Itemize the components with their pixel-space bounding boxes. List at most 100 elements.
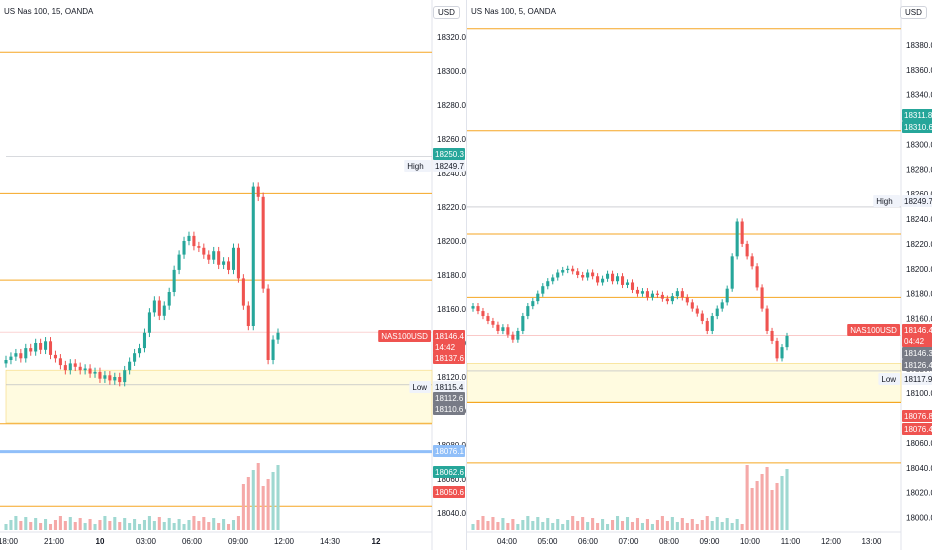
candle-body — [246, 305, 250, 326]
volume-bar — [685, 523, 689, 530]
price-tag-value: 18311.8 — [904, 111, 932, 120]
y-tick-label: 18300.0 — [437, 67, 466, 76]
volume-bar — [785, 469, 789, 530]
price-tag-bg — [433, 403, 465, 415]
candle-body — [596, 276, 600, 283]
candle-body — [222, 261, 226, 265]
x-tick-label: 04:00 — [497, 537, 518, 546]
volume-bar — [571, 516, 575, 530]
volume-bar — [526, 516, 530, 530]
x-tick-label: 12 — [372, 537, 381, 546]
volume-bar — [496, 522, 500, 530]
volume-bar — [44, 519, 48, 530]
price-tag-bg — [902, 324, 932, 336]
candle-body — [785, 335, 789, 348]
price-tag-bg — [902, 347, 932, 359]
volume-bar — [705, 516, 709, 530]
volume-bar — [780, 476, 784, 530]
price-tag-label: Low — [412, 383, 427, 392]
candle-body — [655, 293, 659, 295]
y-tick-label: 18240.0 — [906, 215, 932, 224]
y-tick-label: 18280.0 — [437, 101, 466, 110]
candle-body — [710, 316, 714, 331]
volume-bar — [695, 524, 699, 530]
currency-label[interactable]: USD — [900, 6, 927, 19]
price-tag-label: Low — [881, 375, 896, 384]
price-tag-value: 18076.4 — [904, 425, 932, 434]
candle-body — [615, 276, 620, 282]
y-tick-label: 18020.0 — [906, 489, 932, 498]
volume-bar — [39, 523, 43, 530]
price-tag-label: High — [407, 162, 423, 171]
price-tag-value: 18076.1 — [435, 447, 464, 456]
candle-body — [9, 356, 13, 360]
chart-pane-15m[interactable]: US Nas 100, 15, OANDA USD 18040.0 18060.0… — [0, 0, 466, 550]
candle-body — [142, 332, 147, 349]
volume-bar — [103, 516, 107, 530]
candle-body — [561, 270, 565, 273]
volume-bar — [261, 486, 265, 530]
candle-body — [625, 282, 630, 285]
y-tick-label: 18260.0 — [906, 190, 932, 199]
volume-bar — [217, 523, 221, 530]
volume-bar — [123, 518, 127, 530]
candle-body — [256, 186, 260, 197]
price-tag-value: 18112.6 — [435, 394, 464, 403]
chart-canvas[interactable]: 18040.018060.018080.018100.018120.018140… — [0, 0, 466, 550]
candle-body — [680, 291, 684, 298]
volume-bar — [531, 521, 535, 530]
currency-label[interactable]: USD — [433, 6, 460, 19]
candle-body — [591, 272, 595, 277]
x-tick-label: 05:00 — [537, 537, 558, 546]
chart-canvas[interactable]: 18000.018020.018040.018060.018080.018100… — [466, 0, 932, 550]
volume-bar — [162, 522, 166, 530]
candle-body — [162, 305, 166, 316]
volume-bar — [471, 524, 475, 530]
price-tag-label-bg — [404, 160, 431, 172]
candle-body — [630, 282, 635, 290]
volume-bar — [19, 521, 23, 530]
candle-body — [546, 281, 550, 287]
demand-zone — [5, 369, 433, 424]
price-tag-value: 18062.6 — [435, 468, 464, 477]
volume-bar — [586, 522, 590, 530]
candle-body — [735, 221, 739, 257]
volume-bar — [108, 521, 112, 530]
x-tick-label: 21:00 — [44, 537, 65, 546]
volume-bar — [581, 517, 585, 530]
volume-bar — [78, 518, 82, 530]
volume-bar — [501, 518, 505, 530]
volume-bar — [88, 519, 92, 530]
volume-bar — [142, 520, 147, 530]
candle-body — [137, 348, 142, 354]
candle-body — [63, 365, 67, 371]
volume-bar — [271, 472, 275, 530]
candle-body — [675, 291, 679, 297]
y-tick-label: 18040.0 — [437, 509, 466, 518]
price-tag-bg — [433, 445, 465, 457]
volume-bar — [635, 518, 640, 530]
volume-bar — [491, 517, 495, 530]
volume-bar — [615, 516, 620, 530]
y-tick-label: 18220.0 — [437, 203, 466, 212]
chart-pane-5m[interactable]: US Nas 100, 5, OANDA USD 18000.018020.01… — [466, 0, 932, 550]
volume-bar — [202, 517, 206, 530]
candle-body — [113, 377, 117, 381]
volume-bar — [128, 523, 132, 530]
y-tick-label: 18100.0 — [906, 389, 932, 398]
candle-body — [486, 316, 490, 322]
x-tick-label: 14:30 — [320, 537, 341, 546]
candle-body — [147, 312, 151, 333]
volume-bar — [536, 517, 540, 530]
volume-bar — [710, 521, 714, 530]
y-tick-label: 18160.0 — [437, 305, 466, 314]
candle-body — [551, 277, 555, 282]
volume-bar — [566, 520, 570, 530]
candle-body — [745, 243, 749, 257]
volume-bar — [73, 522, 77, 530]
volume-bar — [266, 479, 270, 530]
candle-body — [586, 272, 590, 278]
y-tick-label: 18220.0 — [906, 240, 932, 249]
volume-bar — [606, 524, 610, 530]
volume-bar — [745, 465, 749, 530]
